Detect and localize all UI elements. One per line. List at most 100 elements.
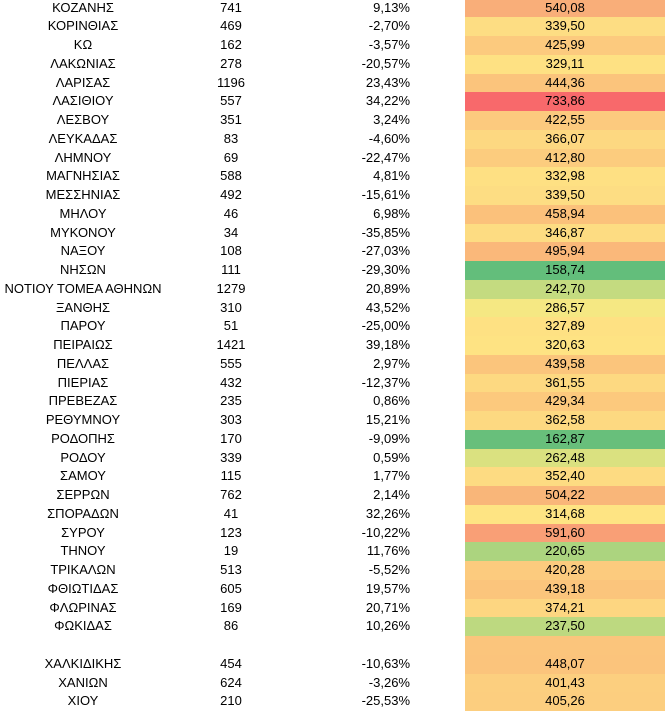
change-percent-cell: -15,61% [361, 187, 410, 202]
heat-cell-fill [465, 486, 665, 505]
table-row: ΣΑΜΟΥ 115 1,77% 352,40 [0, 467, 665, 486]
change-percent-cell: -2,70% [368, 18, 410, 34]
table-row: ΧΑΝΙΩΝ 624 -3,26% 401,43 [0, 674, 665, 693]
change-percent-cell: 1,77% [373, 468, 410, 484]
region-name-cell: ΣΠΟΡΑΔΩΝ [47, 505, 119, 521]
count-cell: 19 [223, 543, 239, 559]
count-cell: 169 [220, 599, 242, 615]
table-row: ΝΑΞΟΥ 108 -27,03% 495,94 [0, 242, 665, 261]
count-cell: 108 [220, 243, 242, 259]
region-name-cell: ΞΑΝΘΗΣ [55, 299, 111, 315]
change-percent-cell: -10,63% [361, 655, 410, 671]
value-cell: 346,87 [545, 224, 585, 240]
value-cell: 374,21 [545, 599, 585, 615]
value-cell: 320,63 [545, 337, 585, 352]
value-cell: 405,26 [545, 693, 585, 709]
value-cell: 237,50 [545, 618, 585, 634]
change-percent-cell: -22,47% [361, 149, 410, 165]
table-row: ΛΑΡΙΣΑΣ 1196 23,43% 444,36 [0, 74, 665, 93]
count-cell: 339 [220, 449, 242, 465]
heat-cell-fill [465, 598, 665, 618]
table-row: ΚΩ 162 -3,57% 425,99 [0, 36, 665, 55]
value-cell: 429,34 [545, 393, 585, 409]
table-row: ΜΑΓΝΗΣΙΑΣ 588 4,81% 332,98 [0, 167, 665, 186]
value-cell: 329,11 [545, 55, 585, 71]
region-name-cell: ΡΟΔΟΠΗΣ [51, 430, 115, 446]
heat-cell-fill [465, 204, 665, 224]
table-row: ΣΥΡΟΥ 123 -10,22% 591,60 [0, 524, 665, 543]
heat-cell-fill [465, 617, 665, 636]
region-name-cell: ΡΟΔΟΥ [60, 449, 106, 465]
region-name-cell: ΠΕΙΡΑΙΩΣ [53, 337, 113, 352]
change-percent-cell: -10,22% [361, 524, 410, 540]
region-name-cell: ΧΑΛΚΙΔΙΚΗΣ [44, 655, 122, 671]
value-cell: 339,50 [545, 18, 585, 34]
count-cell: 111 [221, 262, 241, 277]
value-cell: 439,58 [545, 355, 585, 371]
table-row: ΚΟΖΑΝΗΣ 741 9,13% 540,08 [0, 0, 665, 17]
change-percent-cell: 11,76% [366, 543, 410, 559]
table-row: ΡΟΔΟΥ 339 0,59% 262,48 [0, 449, 665, 468]
value-cell: 332,98 [545, 168, 585, 184]
region-name-cell: ΚΟΡΙΝΘΙΑΣ [47, 18, 119, 34]
count-cell: 351 [220, 112, 242, 127]
table-row: ΠΙΕΡΙΑΣ 432 -12,37% 361,55 [0, 374, 665, 393]
count-cell: 34 [223, 224, 239, 240]
value-cell: 401,43 [545, 674, 585, 690]
heat-cell-fill [465, 148, 665, 168]
heat-cell-fill [465, 354, 665, 374]
change-percent-cell [300, 636, 410, 655]
heat-cell-fill [465, 654, 665, 674]
count-cell: 46 [223, 205, 239, 221]
table-row: ΛΑΚΩΝΙΑΣ 278 -20,57% 329,11 [0, 55, 665, 74]
region-name-cell: ΜΑΓΝΗΣΙΑΣ [46, 168, 120, 184]
region-name-cell: ΠΡΕΒΕΖΑΣ [48, 393, 118, 409]
change-percent-cell: 32,26% [365, 505, 410, 521]
value-cell: 220,65 [545, 543, 585, 559]
count-cell: 278 [220, 55, 242, 71]
count-cell: 1279 [216, 280, 246, 296]
region-name-cell: ΣΑΜΟΥ [60, 468, 106, 484]
region-name-cell: ΛΑΣΙΘΙΟΥ [52, 93, 114, 109]
region-name-cell: ΝΟΤΙΟΥ ΤΟΜΕΑ ΑΘΗΝΩΝ [4, 280, 162, 296]
value-cell: 425,99 [545, 37, 585, 52]
count-cell: 469 [220, 18, 242, 34]
region-name-cell: ΛΑΚΩΝΙΑΣ [50, 55, 116, 71]
change-percent-cell: 34,22% [365, 93, 410, 109]
count-cell: 624 [220, 674, 242, 690]
region-name-cell [0, 636, 166, 655]
region-name-cell: ΝΗΣΩΝ [60, 262, 106, 277]
value-cell: 422,55 [545, 112, 585, 127]
change-percent-cell: -5,52% [368, 562, 410, 577]
change-percent-cell: 0,86% [373, 393, 410, 409]
count-cell: 86 [223, 618, 239, 634]
table-row: ΝΟΤΙΟΥ ΤΟΜΕΑ ΑΘΗΝΩΝ 1279 20,89% 242,70 [0, 280, 665, 299]
heat-cell-fill [465, 692, 665, 711]
heat-cell-fill [465, 298, 665, 318]
value-cell: 412,80 [545, 149, 585, 165]
count-cell: 162 [220, 37, 242, 52]
value-cell: 458,94 [545, 205, 585, 221]
heat-cell-fill [465, 129, 665, 149]
change-percent-cell: -25,53% [361, 693, 410, 709]
heat-cell-fill [465, 392, 665, 411]
count-cell: 115 [220, 468, 242, 484]
table-row: ΜΥΚΟΝΟΥ 34 -35,85% 346,87 [0, 224, 665, 243]
heat-cell-fill [465, 504, 665, 524]
heat-cell-fill [465, 673, 665, 693]
table-row: ΤΗΝΟΥ 19 11,76% 220,65 [0, 542, 665, 561]
change-percent-cell: 2,97% [373, 355, 410, 371]
value-cell: 366,07 [545, 130, 585, 146]
value-cell: 448,07 [545, 655, 585, 671]
table-row: ΧΑΛΚΙΔΙΚΗΣ 454 -10,63% 448,07 [0, 655, 665, 674]
value-cell: 339,50 [545, 187, 585, 202]
count-cell: 303 [220, 412, 242, 427]
change-percent-cell: 43,52% [365, 299, 410, 315]
region-name-cell: ΚΟΖΑΝΗΣ [52, 0, 114, 15]
change-percent-cell: -9,09% [368, 430, 410, 446]
change-percent-cell: -27,03% [361, 243, 410, 259]
count-cell: 170 [220, 430, 242, 446]
heat-cell-fill [465, 467, 665, 486]
region-name-cell: ΚΩ [73, 37, 93, 52]
value-cell: 286,57 [545, 299, 585, 315]
